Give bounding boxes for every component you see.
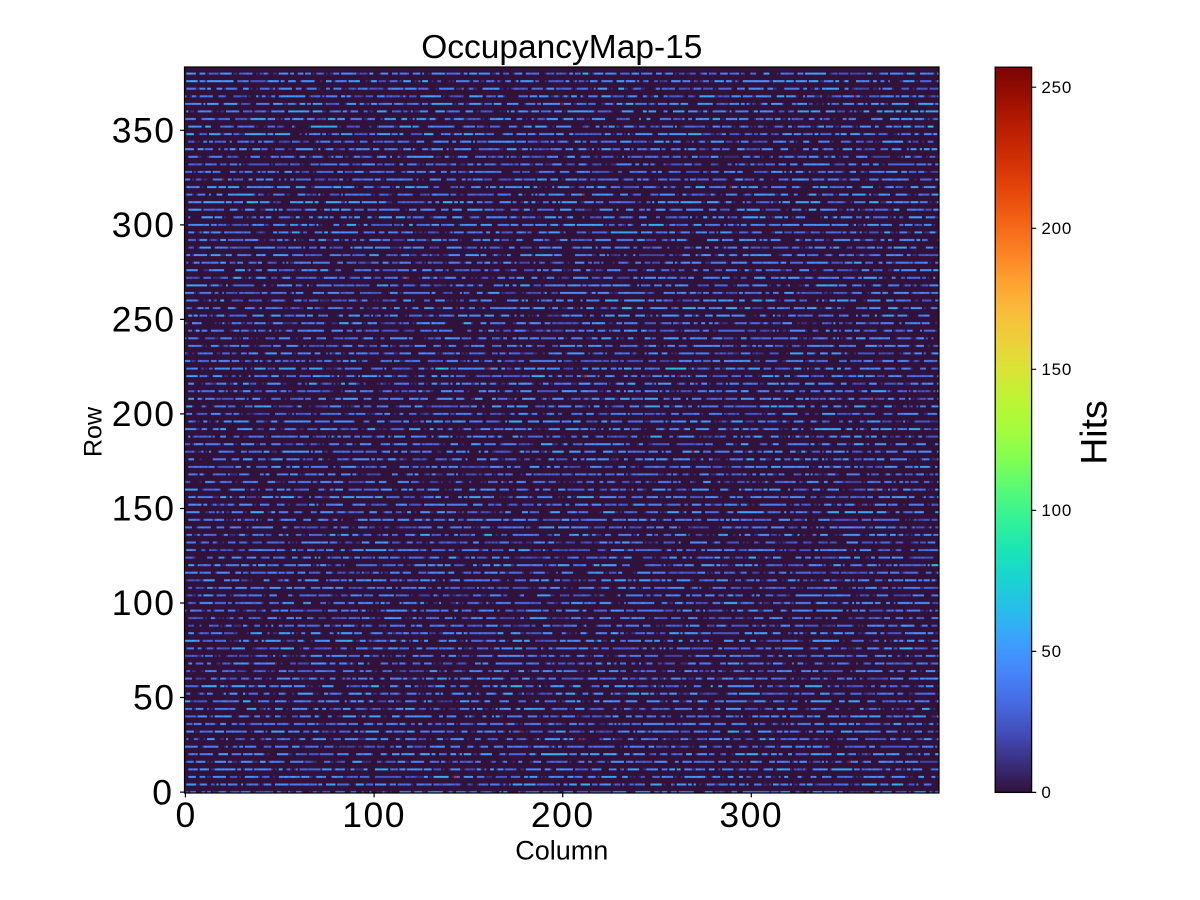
svg-text:300: 300 <box>719 795 783 835</box>
svg-text:150: 150 <box>112 489 176 529</box>
svg-text:200: 200 <box>531 795 595 835</box>
svg-text:0: 0 <box>152 772 172 812</box>
svg-text:100: 100 <box>112 583 176 623</box>
svg-text:50: 50 <box>133 678 176 718</box>
svg-text:OccupancyMap-15: OccupancyMap-15 <box>421 29 702 66</box>
svg-text:50: 50 <box>1041 642 1062 661</box>
svg-text:350: 350 <box>112 111 176 151</box>
svg-text:200: 200 <box>1041 219 1072 238</box>
svg-text:250: 250 <box>1041 78 1072 97</box>
svg-text:300: 300 <box>112 205 176 245</box>
svg-text:0: 0 <box>176 795 196 835</box>
svg-text:Row: Row <box>79 406 107 457</box>
svg-text:100: 100 <box>342 795 406 835</box>
svg-text:Column: Column <box>515 835 608 865</box>
svg-text:250: 250 <box>112 300 176 340</box>
svg-text:200: 200 <box>112 394 176 434</box>
svg-text:100: 100 <box>1041 501 1072 520</box>
svg-text:0: 0 <box>1041 783 1050 802</box>
svg-text:Hits: Hits <box>1072 400 1114 465</box>
svg-text:150: 150 <box>1041 360 1072 379</box>
